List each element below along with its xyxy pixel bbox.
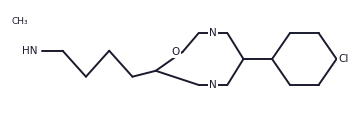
Text: Cl: Cl bbox=[339, 54, 349, 64]
Text: O: O bbox=[171, 47, 180, 57]
Text: N: N bbox=[209, 80, 217, 90]
Text: HN: HN bbox=[21, 46, 37, 56]
Text: CH₃: CH₃ bbox=[11, 17, 28, 26]
Text: N: N bbox=[209, 28, 217, 38]
